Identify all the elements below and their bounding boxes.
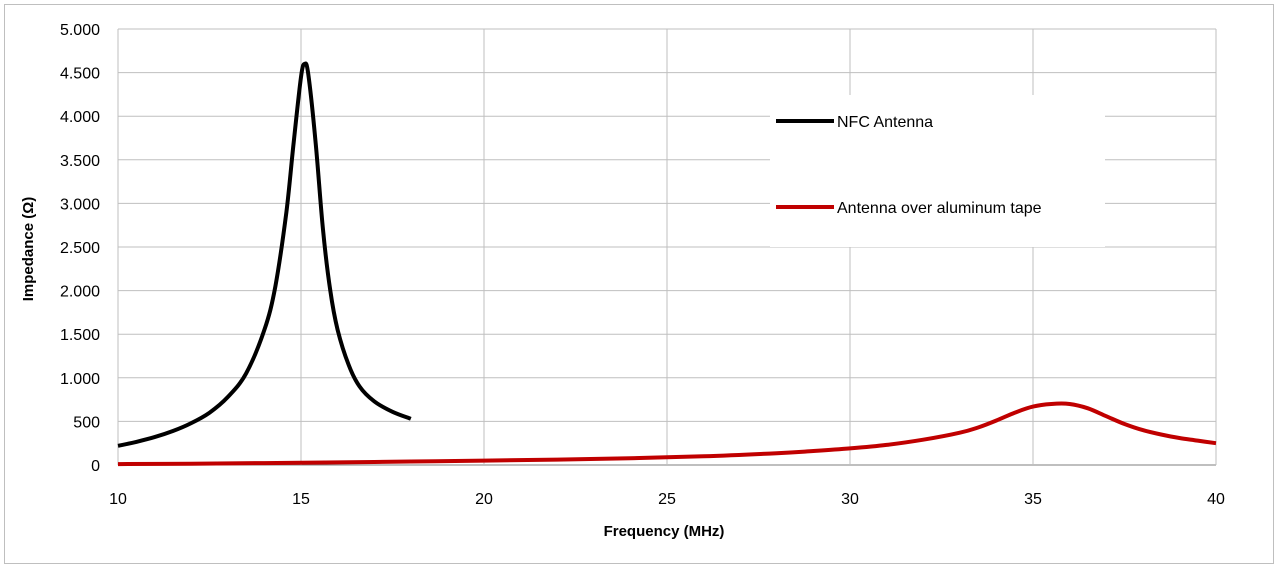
x-tick-label: 15: [292, 491, 310, 508]
y-tick-label: 1.500: [60, 327, 100, 344]
x-tick-label: 25: [658, 491, 676, 508]
y-tick-label: 500: [73, 414, 100, 431]
y-tick-label: 5.000: [60, 22, 100, 39]
y-tick-label: 4.000: [60, 109, 100, 126]
y-tick-label: 4.500: [60, 66, 100, 83]
y-tick-label: 3.500: [60, 153, 100, 170]
legend-label-nfc-antenna: NFC Antenna: [837, 114, 933, 131]
y-axis-title: Impedance (Ω): [20, 197, 37, 302]
y-tick-label: 3.000: [60, 196, 100, 213]
legend-label-antenna-over-aluminum-tape: Antenna over aluminum tape: [837, 200, 1042, 217]
x-axis-title: Frequency (MHz): [604, 523, 725, 540]
y-tick-label: 0: [91, 458, 100, 475]
series-layer: [117, 61, 1217, 467]
y-tick-label: 2.000: [60, 284, 100, 301]
series-line-antenna-over-aluminum-tape: [117, 401, 1217, 467]
series-line-nfc-antenna: [117, 61, 412, 448]
y-tick-label: 2.500: [60, 240, 100, 257]
x-tick-label: 35: [1024, 491, 1042, 508]
y-tick-label: 1.000: [60, 371, 100, 388]
x-tick-label: 30: [841, 491, 859, 508]
tick-labels: 0 500 1.000 1.500 2.000 2.500 3.000 3.500 4.000 4…: [60, 22, 1225, 508]
legend: NFC Antenna Antenna over aluminum tape: [770, 95, 1105, 247]
x-tick-label: 40: [1207, 491, 1225, 508]
x-tick-label: 20: [475, 491, 493, 508]
legend-background: [770, 95, 1105, 247]
x-tick-label: 10: [109, 491, 127, 508]
